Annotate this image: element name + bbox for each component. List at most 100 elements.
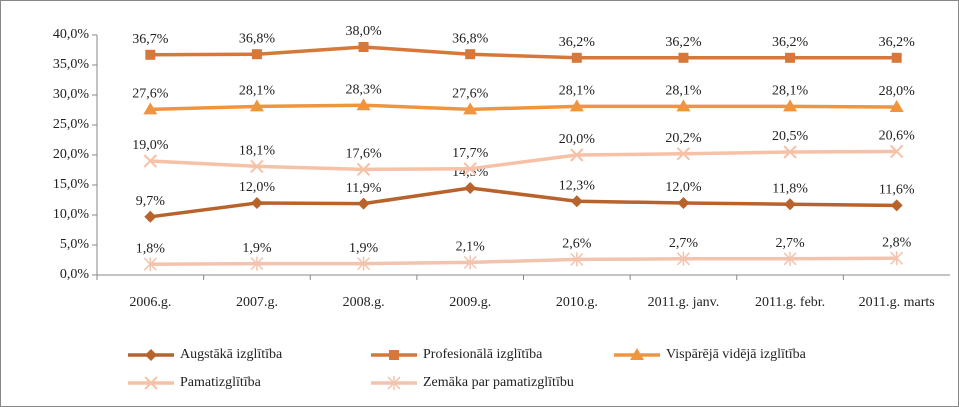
data-label: 36,2% xyxy=(665,35,702,50)
marker xyxy=(250,256,264,271)
y-tick-label: 30,0% xyxy=(53,87,90,102)
marker xyxy=(357,256,371,271)
data-label: 1,9% xyxy=(242,241,272,256)
data-label: 36,7% xyxy=(132,32,169,47)
marker xyxy=(569,99,584,112)
legend-label: Augstākā izglītība xyxy=(180,347,283,362)
marker xyxy=(676,251,690,266)
data-label: 11,6% xyxy=(879,183,915,198)
data-label: 28,1% xyxy=(665,84,702,99)
legend-marker xyxy=(387,376,401,390)
data-label: 11,8% xyxy=(772,181,808,196)
legend-label: Zemāka par pamatizglītību xyxy=(423,375,574,390)
data-label: 2,8% xyxy=(882,235,912,250)
x-tick-label: 2010.g. xyxy=(556,295,598,310)
marker xyxy=(356,98,371,111)
data-label: 11,9% xyxy=(346,181,382,196)
marker xyxy=(143,257,157,272)
data-label: 36,8% xyxy=(239,31,276,46)
y-tick-label: 20,0% xyxy=(53,147,90,162)
data-label: 28,0% xyxy=(879,84,916,99)
legend-marker xyxy=(144,376,158,390)
y-tick-label: 10,0% xyxy=(53,207,90,222)
marker xyxy=(463,102,478,115)
data-label: 38,0% xyxy=(345,24,382,39)
data-label: 12,3% xyxy=(559,178,596,193)
data-label: 36,2% xyxy=(772,35,809,50)
marker xyxy=(570,148,584,162)
data-label: 12,0% xyxy=(239,180,276,195)
marker xyxy=(783,251,797,266)
marker xyxy=(570,195,583,208)
data-label: 28,1% xyxy=(559,84,596,99)
data-label: 27,6% xyxy=(132,87,169,102)
data-label: 9,7% xyxy=(136,194,166,209)
data-label: 2,7% xyxy=(775,236,805,251)
legend-marker xyxy=(145,349,157,361)
data-label: 36,2% xyxy=(559,35,596,50)
y-tick-label: 5,0% xyxy=(60,237,90,252)
data-label: 17,7% xyxy=(452,146,489,161)
data-label: 2,7% xyxy=(669,236,699,251)
data-label: 20,6% xyxy=(879,129,916,144)
data-label: 17,6% xyxy=(345,147,382,162)
marker xyxy=(784,198,797,211)
marker xyxy=(891,52,902,63)
data-label: 20,5% xyxy=(772,129,809,144)
marker xyxy=(890,199,903,212)
marker xyxy=(358,42,369,52)
data-label: 2,6% xyxy=(562,237,592,252)
series-line xyxy=(150,186,897,219)
marker xyxy=(678,52,689,63)
marker xyxy=(785,52,796,63)
marker xyxy=(463,255,477,270)
data-label: 28,1% xyxy=(772,84,809,99)
y-tick-label: 40,0% xyxy=(53,27,90,42)
data-label: 36,2% xyxy=(879,35,916,50)
y-tick-label: 25,0% xyxy=(53,117,90,132)
data-label: 19,0% xyxy=(132,138,169,153)
data-label: 2,1% xyxy=(456,240,486,255)
legend-label: Vispārējā vidējā izglītība xyxy=(666,347,807,362)
marker xyxy=(463,162,477,176)
marker xyxy=(145,49,156,60)
y-tick-label: 35,0% xyxy=(53,57,90,72)
marker xyxy=(570,252,584,267)
data-label: 20,2% xyxy=(665,131,702,146)
data-label: 28,3% xyxy=(345,82,382,97)
marker xyxy=(783,99,798,112)
series-line xyxy=(150,103,897,112)
marker xyxy=(889,100,904,112)
data-label: 12,0% xyxy=(665,180,702,195)
data-label: 1,9% xyxy=(349,241,379,256)
marker xyxy=(464,182,477,194)
x-tick-label: 2006.g. xyxy=(129,295,171,310)
marker xyxy=(249,99,264,112)
marker xyxy=(889,144,904,159)
series-line xyxy=(150,256,897,266)
marker xyxy=(251,49,262,60)
marker xyxy=(144,210,157,223)
series-line xyxy=(150,149,897,172)
data-label: 18,1% xyxy=(239,144,276,159)
x-tick-label: 2011.g. janv. xyxy=(648,295,720,310)
marker xyxy=(250,159,264,174)
x-tick-label: 2007.g. xyxy=(236,295,278,310)
marker xyxy=(357,197,370,210)
x-tick-label: 2009.g. xyxy=(449,295,491,310)
y-tick-label: 0,0% xyxy=(60,267,90,282)
marker xyxy=(890,251,904,266)
data-label: 36,8% xyxy=(452,31,489,46)
series-line xyxy=(150,45,897,60)
x-tick-label: 2011.g. marts xyxy=(859,295,935,310)
legend-marker xyxy=(389,350,399,360)
marker xyxy=(143,154,158,168)
legend-label: Pamatizglītība xyxy=(180,375,262,390)
legend-label: Profesionālā izglītība xyxy=(423,347,543,362)
marker xyxy=(571,52,582,63)
marker xyxy=(676,99,691,112)
legend-marker xyxy=(630,348,644,360)
marker xyxy=(143,102,158,115)
marker xyxy=(356,162,371,177)
